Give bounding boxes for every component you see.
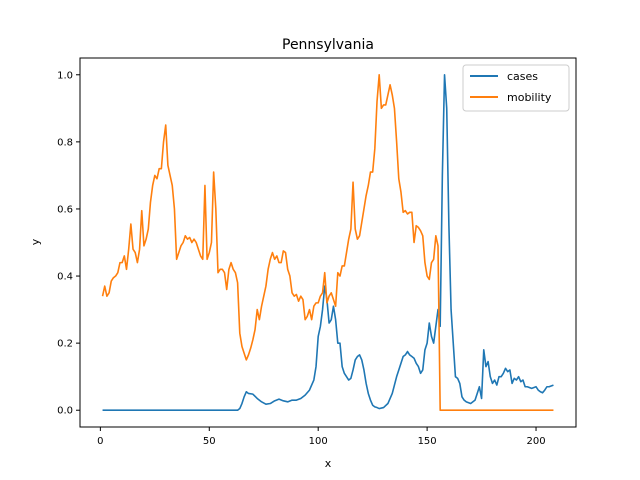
series-line-mobility	[101, 73, 554, 412]
y-tick-label: 1.0	[57, 70, 73, 81]
plot-lines	[101, 73, 554, 412]
y-axis-label: y	[29, 238, 42, 245]
x-tick-label: 50	[203, 436, 216, 447]
y-tick-label: 0.6	[57, 204, 73, 215]
y-tick-label: 0.2	[57, 339, 73, 350]
x-axis-label: x	[325, 457, 332, 470]
y-tick-label: 0.0	[57, 406, 73, 417]
x-axis-ticks: 0 50 100 150 200	[97, 427, 546, 447]
chart-title: Pennsylvania	[282, 37, 374, 53]
series-line-cases	[102, 73, 554, 412]
y-tick-label: 0.8	[57, 137, 73, 148]
legend: cases mobility	[462, 64, 570, 112]
x-tick-label: 200	[526, 436, 545, 447]
y-axis-ticks: 0.0 0.2 0.4 0.6 0.8 1.0	[57, 70, 80, 417]
legend-label-mobility: mobility	[507, 91, 552, 104]
x-tick-label: 150	[418, 436, 437, 447]
y-tick-label: 0.4	[57, 272, 73, 283]
x-tick-label: 0	[97, 436, 103, 447]
plot-frame	[79, 57, 577, 428]
x-tick-label: 100	[309, 436, 328, 447]
legend-label-cases: cases	[507, 70, 538, 83]
